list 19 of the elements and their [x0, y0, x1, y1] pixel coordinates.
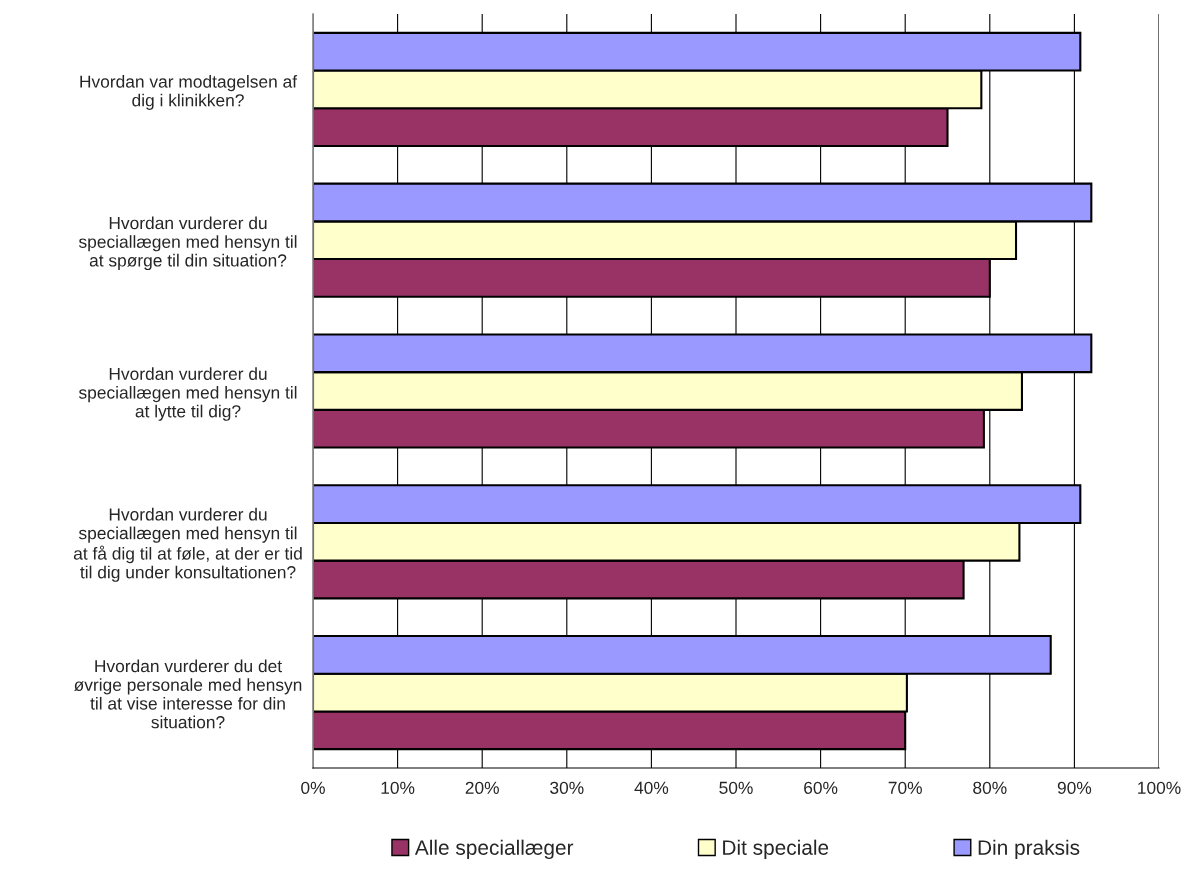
legend-label: Dit speciale: [723, 839, 829, 860]
x-tick-label: 100%: [1138, 781, 1181, 794]
y-tick-label: Hvordan vurderer du speciallægen med hensyn til at spørge til din situation?: [78, 216, 297, 271]
x-tick-label: 30%: [550, 781, 584, 794]
x-tick-label: 80%: [973, 781, 1007, 794]
y-tick-label: Hvordan vurderer du speciallægen med hensyn til at få dig til at føle, at der er tid til dig under konsultationen?: [73, 507, 302, 582]
x-tick-label: 70%: [888, 781, 922, 794]
x-tick-label: 10%: [381, 781, 415, 794]
legend-label: Din praksis: [978, 839, 1080, 860]
y-tick-label: Hvordan var modtagelsen af dig i klinikken?: [80, 75, 298, 110]
y-tick-label: Hvordan vurderer du det øvrige personale med hensyn til at vise interesse for din situation?: [74, 659, 302, 729]
x-tick-label: 50%: [719, 781, 753, 794]
x-tick-label: 40%: [634, 781, 669, 794]
x-tick-label: 20%: [465, 781, 499, 794]
y-tick-label: Hvordan vurderer du speciallægen med hensyn til at lytte til dig?: [78, 367, 297, 421]
x-tick-label: 0%: [301, 781, 325, 794]
x-tick-label: 60%: [804, 781, 838, 794]
x-tick-label: 90%: [1057, 781, 1092, 794]
legend-label: Alle speciallæger: [414, 839, 574, 860]
